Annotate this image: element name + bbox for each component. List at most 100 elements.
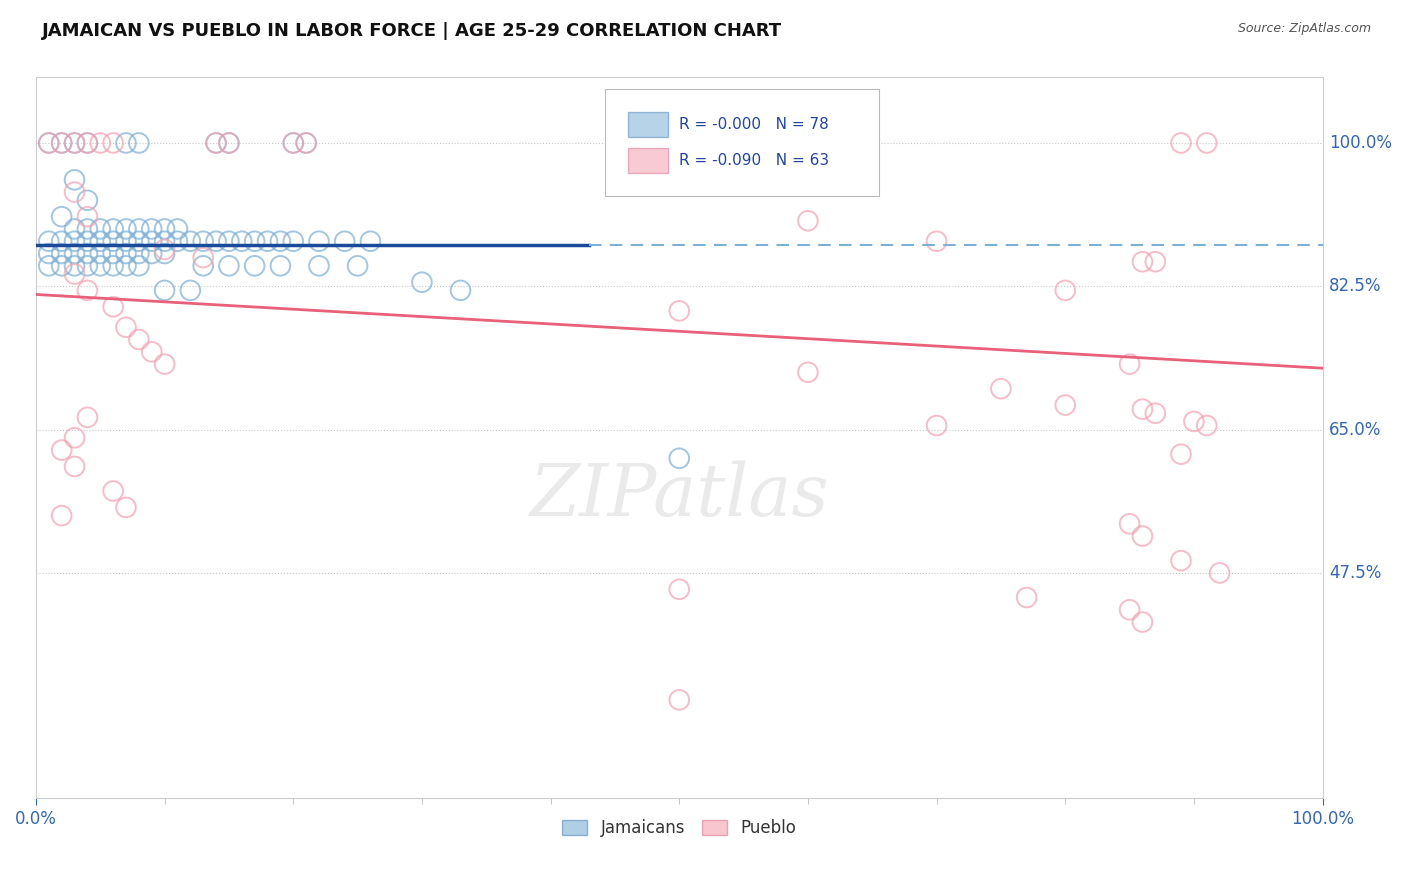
Point xyxy=(63,431,86,445)
Point xyxy=(193,259,215,273)
Point xyxy=(76,234,98,248)
Point xyxy=(308,234,330,248)
Point xyxy=(1118,603,1140,617)
Point xyxy=(89,246,111,260)
Point xyxy=(51,508,73,523)
Point xyxy=(89,234,111,248)
Point xyxy=(63,185,86,199)
Point xyxy=(359,234,381,248)
Point xyxy=(141,234,163,248)
Point xyxy=(218,234,240,248)
Text: 47.5%: 47.5% xyxy=(1329,564,1381,582)
Point xyxy=(243,259,266,273)
Point xyxy=(153,243,176,257)
Point xyxy=(63,459,86,474)
Point xyxy=(153,234,176,248)
Point xyxy=(166,222,188,236)
Text: ZIPatlas: ZIPatlas xyxy=(530,460,830,531)
Point xyxy=(63,136,86,150)
Point xyxy=(115,320,138,334)
Point xyxy=(1015,591,1038,605)
Text: 100.0%: 100.0% xyxy=(1329,134,1392,152)
Point xyxy=(797,213,820,227)
Point xyxy=(193,234,215,248)
Text: R = -0.000   N = 78: R = -0.000 N = 78 xyxy=(679,118,830,132)
Point xyxy=(51,246,73,260)
Point xyxy=(128,246,150,260)
Point xyxy=(668,582,690,597)
Point xyxy=(101,234,124,248)
Point xyxy=(205,234,228,248)
Point xyxy=(166,234,188,248)
Point xyxy=(51,234,73,248)
Point xyxy=(128,234,150,248)
Point xyxy=(1144,254,1167,268)
Point xyxy=(1118,357,1140,371)
Point xyxy=(153,357,176,371)
Point xyxy=(153,222,176,236)
Point xyxy=(101,483,124,498)
Text: Source: ZipAtlas.com: Source: ZipAtlas.com xyxy=(1237,22,1371,36)
Point xyxy=(1170,136,1192,150)
Point xyxy=(153,284,176,298)
Point xyxy=(218,259,240,273)
Point xyxy=(243,234,266,248)
Point xyxy=(76,222,98,236)
Point xyxy=(283,136,305,150)
Point xyxy=(63,234,86,248)
Point xyxy=(76,136,98,150)
Point xyxy=(38,259,60,273)
Point xyxy=(76,410,98,425)
Point xyxy=(1182,414,1205,428)
Point xyxy=(115,222,138,236)
Point xyxy=(668,303,690,318)
Point xyxy=(1208,566,1230,580)
Point xyxy=(450,284,472,298)
Point xyxy=(51,136,73,150)
Point xyxy=(63,246,86,260)
Point xyxy=(1170,554,1192,568)
Point xyxy=(76,246,98,260)
Point xyxy=(283,136,305,150)
Point xyxy=(115,246,138,260)
Point xyxy=(141,344,163,359)
Point xyxy=(295,136,318,150)
Point xyxy=(63,173,86,187)
Text: R = -0.090   N = 63: R = -0.090 N = 63 xyxy=(679,153,830,168)
Point xyxy=(308,259,330,273)
Point xyxy=(411,275,433,289)
Point xyxy=(51,443,73,458)
Point xyxy=(63,136,86,150)
Point xyxy=(1195,418,1218,433)
Point xyxy=(256,234,278,248)
Point xyxy=(153,246,176,260)
Point xyxy=(990,382,1012,396)
Point xyxy=(797,365,820,379)
Point xyxy=(205,136,228,150)
Point xyxy=(76,210,98,224)
Point xyxy=(925,234,948,248)
Point xyxy=(218,136,240,150)
Point xyxy=(115,259,138,273)
Legend: Jamaicans, Pueblo: Jamaicans, Pueblo xyxy=(555,813,803,844)
Point xyxy=(193,251,215,265)
Point xyxy=(333,234,356,248)
Point xyxy=(925,418,948,433)
Point xyxy=(1054,398,1077,412)
Point xyxy=(128,333,150,347)
Point xyxy=(205,136,228,150)
Point xyxy=(63,267,86,281)
Point xyxy=(1195,136,1218,150)
Point xyxy=(269,259,291,273)
Point xyxy=(51,210,73,224)
Text: 65.0%: 65.0% xyxy=(1329,421,1381,439)
Text: 82.5%: 82.5% xyxy=(1329,277,1382,295)
Point xyxy=(1054,284,1077,298)
Point xyxy=(101,222,124,236)
Point xyxy=(141,222,163,236)
Point xyxy=(346,259,368,273)
Point xyxy=(101,259,124,273)
Point xyxy=(1132,254,1154,268)
Point xyxy=(101,136,124,150)
Point xyxy=(128,136,150,150)
